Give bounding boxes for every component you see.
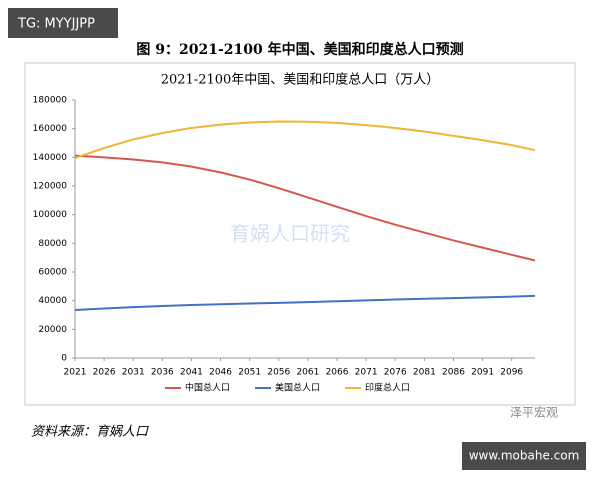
source: 资料来源：育娲人口 — [31, 424, 149, 440]
y-tick-label: 140000 — [33, 153, 68, 163]
badge: TG: MYYJJPP — [17, 17, 95, 32]
x-tick-label: 2021 — [64, 368, 87, 378]
y-tick-label: 100000 — [33, 210, 68, 220]
y-tick-label: 120000 — [33, 182, 68, 192]
x-tick-label: 2046 — [209, 368, 232, 378]
y-tick-label: 180000 — [33, 96, 68, 106]
y-tick-label: 40000 — [38, 296, 67, 306]
x-tick-label: 2086 — [442, 368, 465, 378]
y-tick-label: 0 — [61, 354, 67, 364]
legend-label: 中国总人口 — [185, 382, 230, 394]
legend-label: 美国总人口 — [275, 382, 320, 394]
chart-frame — [24, 62, 576, 406]
y-tick-label: 160000 — [33, 124, 68, 134]
line-series — [74, 154, 536, 262]
x-tick-label: 2041 — [180, 368, 203, 378]
y-tick-label: 80000 — [38, 239, 67, 249]
watermark: 泽平宏观 — [510, 405, 558, 420]
x-tick-label: 2051 — [238, 368, 261, 378]
x-tick-label: 2031 — [122, 368, 145, 378]
x-tick-label: 2071 — [355, 368, 378, 378]
chart-title: 2021-2100年中国、美国和印度总人口（万人） — [161, 72, 440, 88]
x-tick-label: 2081 — [413, 368, 436, 378]
watermark: 育娲人口研究 — [230, 222, 350, 246]
x-tick-label: 2026 — [93, 368, 116, 378]
watermark: www.mobahe.com — [469, 449, 580, 463]
x-tick-label: 2096 — [500, 368, 523, 378]
x-tick-label: 2036 — [151, 368, 174, 378]
y-tick-label: 60000 — [38, 268, 67, 278]
x-tick-label: 2091 — [471, 368, 494, 378]
legend-label: 印度总人口 — [365, 382, 410, 394]
badge-box — [8, 8, 118, 38]
figure-title: 图 9：2021-2100 年中国、美国和印度总人口预测 — [136, 41, 463, 58]
line-series — [74, 294, 536, 311]
line-series — [74, 120, 536, 159]
x-tick-label: 2076 — [384, 368, 407, 378]
x-tick-label: 2056 — [267, 368, 290, 378]
y-tick-label: 20000 — [38, 325, 67, 335]
x-tick-label: 2061 — [296, 368, 319, 378]
watermark-box — [462, 442, 586, 470]
x-tick-label: 2066 — [326, 368, 349, 378]
